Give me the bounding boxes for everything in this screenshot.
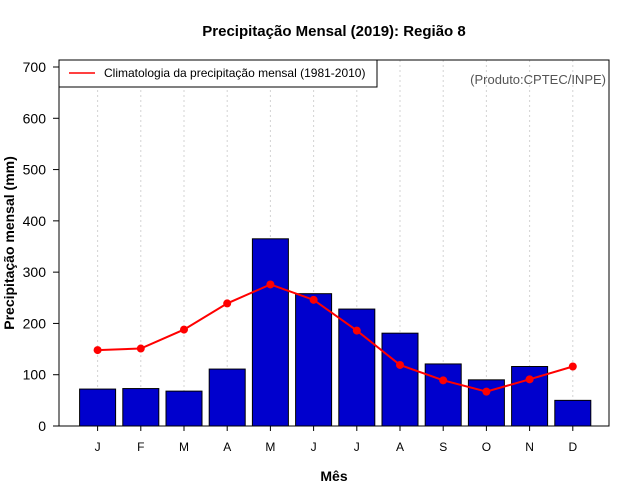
bar-J-5 — [295, 293, 333, 427]
climatology-point-6 — [352, 326, 361, 335]
source-annotation: (Produto:CPTEC/INPE) — [470, 72, 606, 87]
x-axis-label: Mês — [320, 468, 347, 484]
climatology-point-10 — [525, 375, 534, 384]
climatology-point-11 — [568, 362, 577, 371]
x-tick-label-7: A — [396, 440, 404, 454]
y-axis-label: Precipitação mensal (mm) — [1, 156, 17, 330]
climatology-point-3 — [223, 299, 232, 308]
bar-O-9 — [467, 379, 505, 427]
grid-lines — [97, 60, 574, 426]
climatology-point-5 — [309, 295, 318, 304]
bar-S-8 — [424, 363, 462, 427]
climatology-point-8 — [439, 376, 448, 385]
bar-D-11 — [554, 399, 592, 427]
y-axis: 0 100 200 300 400 500 600 700 — [23, 59, 59, 434]
bar-J-0 — [79, 388, 117, 427]
y-tick-label-500: 500 — [23, 162, 47, 178]
x-tick-label-5: J — [311, 440, 317, 454]
climatology-point-2 — [180, 325, 188, 334]
x-tick-label-4: M — [265, 440, 275, 454]
y-tick-label-0: 0 — [38, 418, 46, 434]
x-tick-label-1: F — [137, 440, 144, 454]
x-tick-label-8: S — [439, 440, 447, 454]
bar-M-2 — [165, 390, 203, 427]
x-tick-label-2: M — [179, 440, 189, 454]
legend: Climatologia da precipitação mensal (198… — [58, 59, 378, 88]
bar-M-4 — [251, 238, 289, 427]
climatology-point-4 — [266, 280, 275, 289]
y-tick-label-200: 200 — [23, 315, 47, 331]
bar-A-7 — [381, 332, 419, 427]
bars-series — [79, 238, 592, 427]
x-tick-label-10: N — [525, 440, 534, 454]
bar-A-3 — [208, 368, 246, 427]
x-tick-label-9: O — [482, 440, 491, 454]
bar-F-1 — [122, 388, 160, 427]
legend-label: Climatologia da precipitação mensal (198… — [104, 66, 365, 80]
y-tick-label-700: 700 — [23, 59, 47, 75]
climatology-point-0 — [93, 346, 102, 355]
x-tick-label-3: A — [223, 440, 231, 454]
climatology-line — [97, 283, 574, 393]
climatology-point-9 — [482, 387, 491, 396]
climatology-point-1 — [136, 344, 145, 353]
y-tick-label-300: 300 — [23, 264, 47, 280]
chart-title: Precipitação Mensal (2019): Região 8 — [202, 23, 465, 40]
bar-J-6 — [338, 308, 376, 427]
y-tick-label-100: 100 — [23, 367, 47, 383]
x-tick-label-11: D — [568, 440, 577, 454]
legend-box — [58, 59, 378, 88]
y-tick-label-600: 600 — [23, 110, 47, 126]
climatology-line-series — [93, 280, 577, 396]
climatology-point-7 — [396, 360, 404, 369]
x-tick-label-0: J — [95, 440, 101, 454]
x-tick-label-6: J — [354, 440, 360, 454]
y-tick-label-400: 400 — [23, 213, 47, 229]
